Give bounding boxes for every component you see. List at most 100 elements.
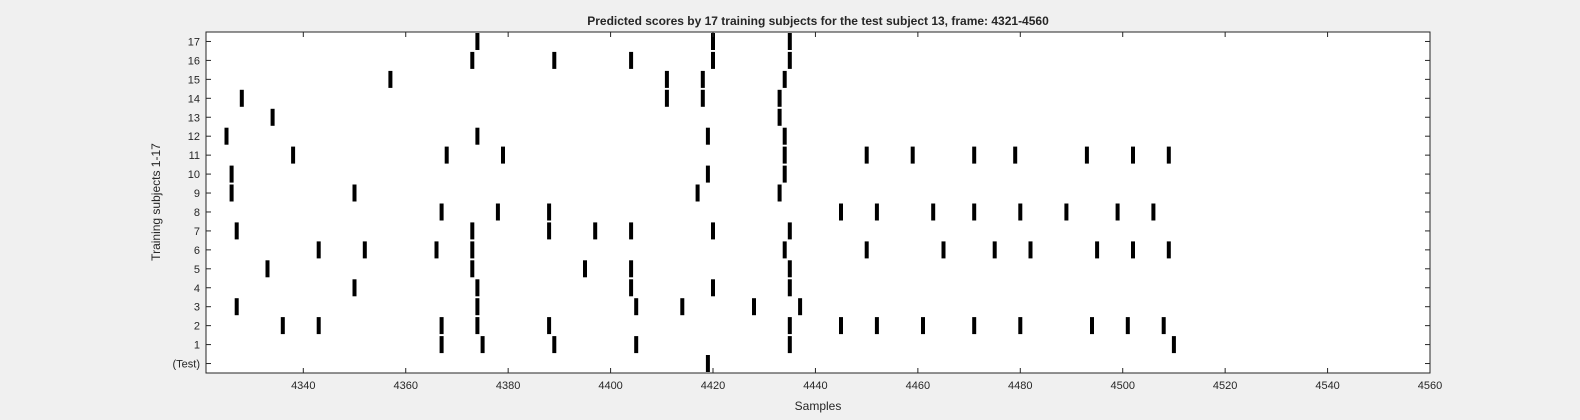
raster-mark	[1095, 241, 1100, 259]
raster-mark	[921, 317, 925, 335]
raster-mark	[224, 127, 229, 145]
raster-mark	[1115, 203, 1120, 221]
y-tick-label: 11	[189, 150, 200, 162]
raster-mark	[1090, 317, 1094, 335]
raster-mark	[470, 51, 475, 69]
x-tick-label: 4500	[1110, 380, 1134, 392]
raster-mark	[1166, 146, 1171, 164]
x-axis-label: Samples	[795, 399, 842, 413]
raster-mark	[787, 51, 792, 69]
raster-mark	[864, 241, 869, 259]
raster-mark	[992, 241, 997, 259]
raster-mark	[798, 298, 803, 316]
raster-mark	[444, 146, 449, 164]
raster-mark	[1166, 241, 1171, 259]
raster-mark	[229, 165, 234, 183]
x-tick-label: 4480	[1008, 380, 1032, 392]
raster-mark	[439, 203, 444, 221]
x-tick-label: 4440	[803, 380, 827, 392]
y-tick-label: 9	[194, 188, 200, 200]
raster-mark	[229, 184, 234, 202]
y-tick-label: 16	[188, 55, 200, 67]
raster-mark	[1131, 146, 1135, 164]
raster-mark	[629, 51, 634, 69]
raster-mark	[552, 51, 557, 69]
plot-frame	[205, 31, 1431, 374]
raster-mark	[1018, 203, 1023, 221]
x-tick-label: 4540	[1315, 380, 1339, 392]
raster-mark	[839, 203, 843, 221]
raster-mark	[1161, 317, 1166, 335]
raster-mark	[1018, 317, 1023, 335]
raster-mark	[711, 51, 715, 69]
x-tick-label: 4340	[291, 380, 315, 392]
raster-mark	[782, 70, 787, 88]
raster-mark	[839, 317, 843, 335]
raster-mark	[316, 241, 321, 259]
raster-mark	[1125, 317, 1130, 335]
raster-mark	[874, 317, 879, 335]
raster-mark	[777, 184, 782, 202]
raster-mark	[475, 33, 480, 50]
raster-mark	[475, 127, 480, 145]
raster-mark	[629, 260, 634, 278]
raster-mark	[1171, 336, 1176, 354]
raster-mark	[664, 70, 669, 88]
raster-mark	[787, 222, 792, 240]
raster-mark	[634, 298, 639, 316]
raster-mark	[972, 317, 977, 335]
raster-mark	[634, 336, 639, 354]
raster-mark	[470, 260, 475, 278]
y-axis-label: Training subjects 1-17	[149, 143, 163, 261]
raster-mark	[787, 279, 792, 297]
raster-mark	[265, 260, 270, 278]
x-tick-label: 4460	[906, 380, 930, 392]
raster-mark	[700, 89, 705, 107]
raster-mark	[972, 203, 977, 221]
raster-mark	[270, 108, 275, 126]
raster-mark	[874, 203, 879, 221]
y-tick-label: (Test)	[173, 359, 201, 371]
y-tick-label: 14	[188, 93, 200, 105]
y-tick-label: 13	[188, 112, 200, 124]
raster-mark	[352, 279, 357, 297]
raster-mark	[664, 89, 669, 107]
raster-mark	[1013, 146, 1018, 164]
raster-mark	[475, 298, 480, 316]
raster-mark	[547, 222, 552, 240]
raster-mark	[695, 184, 700, 202]
x-tick-label: 4560	[1418, 380, 1442, 392]
raster-mark	[362, 241, 367, 259]
raster-mark	[475, 279, 480, 297]
raster-mark	[439, 317, 444, 335]
raster-mark	[547, 203, 552, 221]
raster-mark	[439, 336, 444, 354]
y-tick-label: 10	[188, 169, 200, 181]
raster-mark	[480, 336, 485, 354]
raster-mark	[1151, 203, 1156, 221]
raster-mark	[782, 165, 787, 183]
raster-mark	[239, 89, 244, 107]
raster-mark	[583, 260, 587, 278]
raster-mark	[777, 108, 782, 126]
raster-mark	[434, 241, 439, 259]
y-tick-label: 4	[194, 283, 200, 295]
raster-mark	[234, 222, 239, 240]
x-tick-label: 4400	[598, 380, 622, 392]
raster-mark	[705, 355, 710, 372]
raster-mark	[711, 33, 715, 50]
raster-mark	[547, 317, 552, 335]
raster-mark	[705, 127, 710, 145]
raster-mark	[910, 146, 915, 164]
x-axis: 4340 4360 4380 4400 4420 4440 4460 4480 4500 4520…	[291, 32, 1442, 392]
y-tick-label: 17	[188, 36, 200, 48]
y-tick-label: 3	[194, 302, 200, 314]
chart-title: Predicted scores by 17 training subjects…	[587, 14, 1049, 28]
plot-area	[206, 32, 1430, 373]
raster-mark	[501, 146, 505, 164]
raster-mark	[941, 241, 946, 259]
raster-mark	[470, 222, 475, 240]
raster-mark	[552, 336, 557, 354]
raster-mark	[700, 70, 705, 88]
